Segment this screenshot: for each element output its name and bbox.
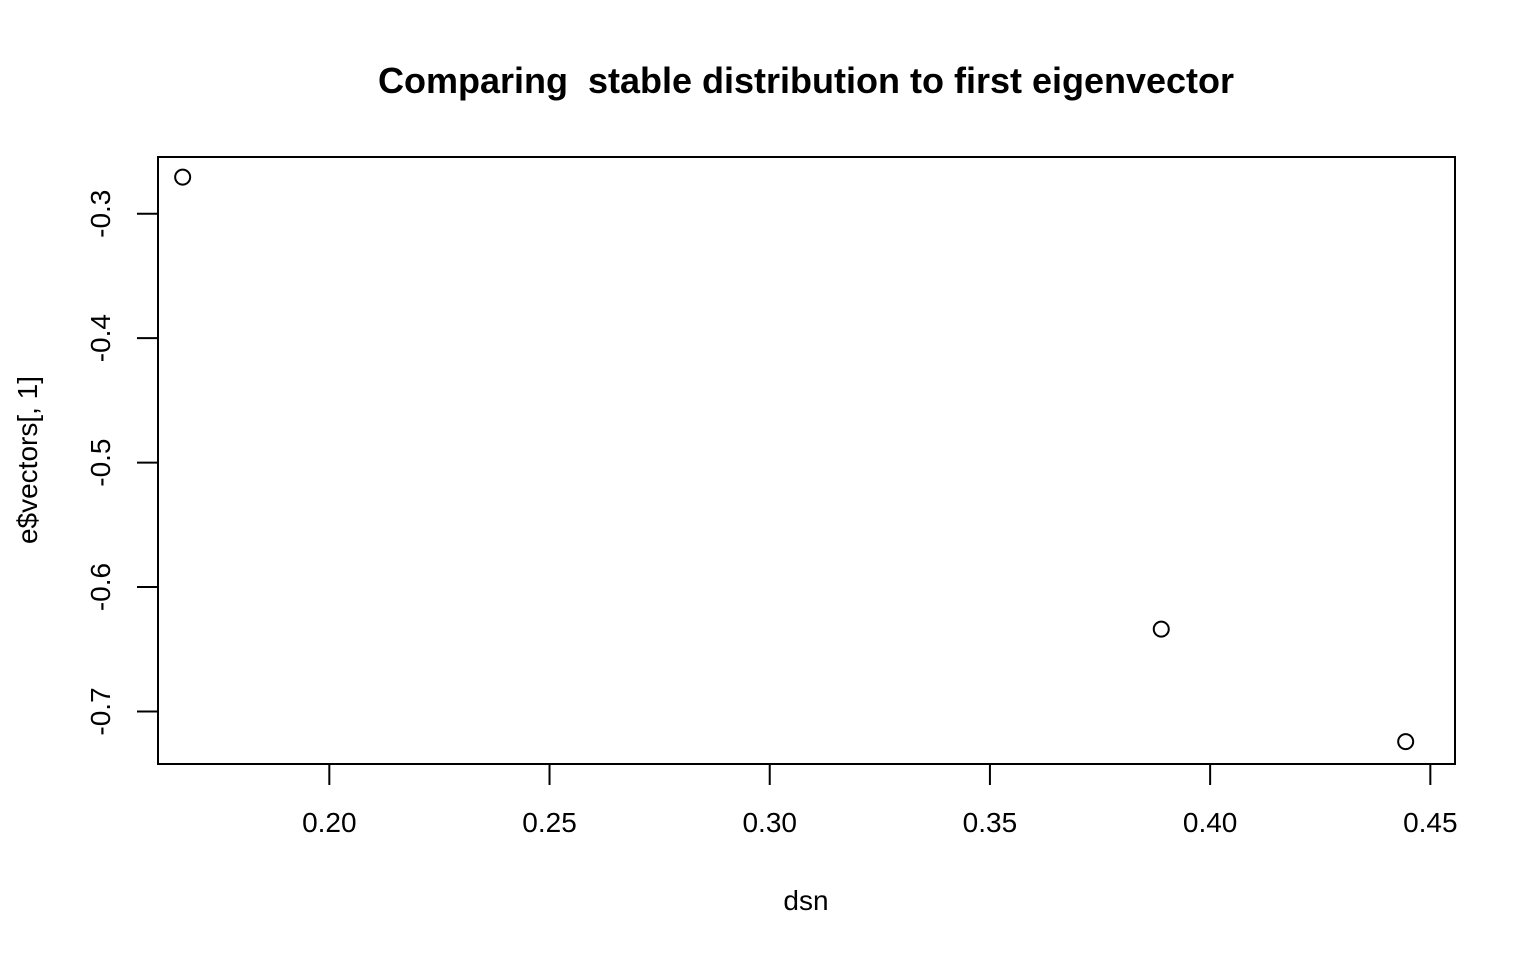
y-axis: -0.3 -0.4 -0.5 -0.6 -0.7: [85, 190, 158, 736]
x-tick-label: 0.25: [522, 807, 577, 838]
data-point: [1152, 620, 1170, 638]
y-tick-label: -0.3: [85, 190, 116, 238]
chart-title: Comparing stable distribution to first e…: [378, 60, 1234, 101]
data-point: [1397, 733, 1415, 751]
x-tick-label: 0.40: [1183, 807, 1238, 838]
y-tick-label: -0.4: [85, 314, 116, 362]
x-tick-label: 0.20: [302, 807, 357, 838]
x-tick-label: 0.35: [963, 807, 1018, 838]
data-points: [174, 168, 1415, 751]
data-point: [174, 168, 192, 186]
x-axis-label: dsn: [783, 885, 828, 916]
y-tick-label: -0.5: [85, 438, 116, 486]
y-tick-label: -0.7: [85, 687, 116, 735]
plot-frame: [157, 156, 1456, 765]
y-tick-label: -0.6: [85, 563, 116, 611]
x-tick-label: 0.30: [742, 807, 797, 838]
x-axis: 0.20 0.25 0.30 0.35 0.40 0.45: [302, 764, 1458, 838]
y-axis-label: e$vectors[, 1]: [12, 376, 43, 544]
x-tick-label: 0.45: [1403, 807, 1458, 838]
